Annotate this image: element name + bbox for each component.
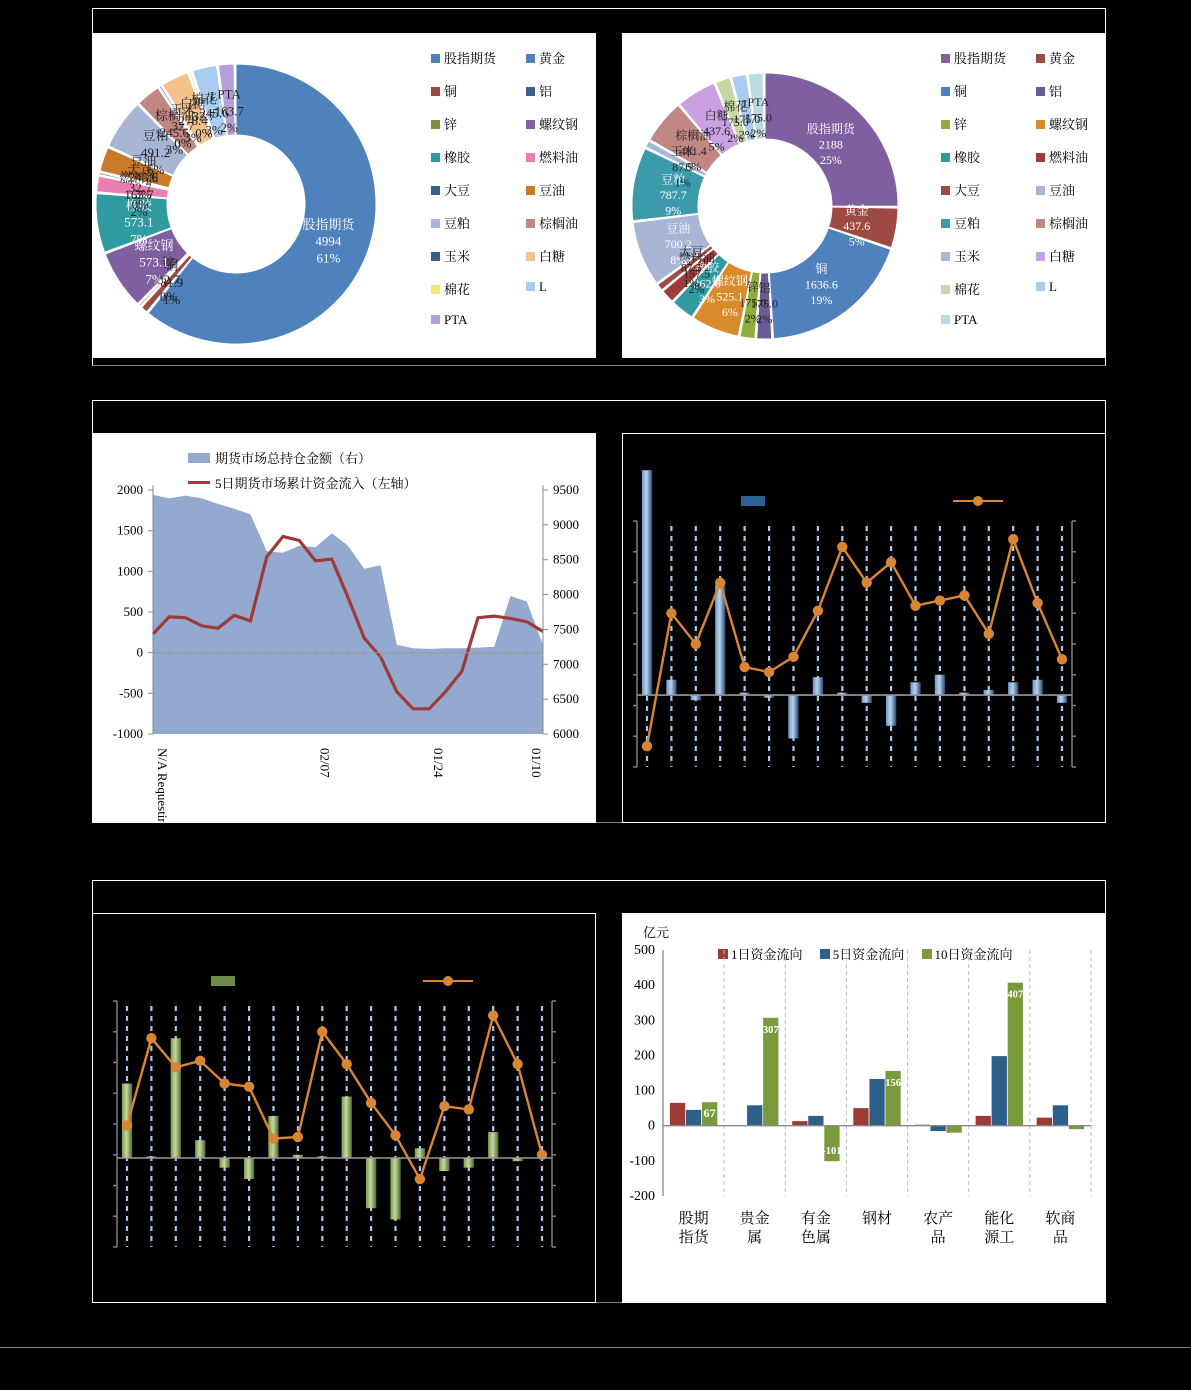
svg-text:1500: 1500 [117, 523, 143, 538]
svg-text:500: 500 [634, 943, 655, 958]
svg-text:8000: 8000 [553, 587, 579, 602]
svg-text:175.0: 175.0 [745, 111, 772, 125]
svg-text:-200: -200 [629, 1189, 655, 1204]
svg-text:7000: 7000 [553, 656, 579, 671]
svg-text:787.7: 787.7 [660, 188, 687, 202]
svg-text:N/A Requesting: N/A Requesting [155, 748, 170, 823]
svg-text:4994: 4994 [315, 234, 342, 249]
svg-text:7%: 7% [145, 272, 163, 287]
svg-text:1%: 1% [675, 176, 691, 190]
svg-text:700.2: 700.2 [665, 237, 692, 251]
svg-text:2188: 2188 [819, 138, 843, 152]
svg-text:5%: 5% [849, 235, 865, 249]
svg-text:9%: 9% [665, 204, 681, 218]
svg-text:-1000: -1000 [113, 726, 143, 741]
svg-text:2000: 2000 [117, 482, 143, 497]
svg-text:7500: 7500 [553, 621, 579, 636]
svg-text:500: 500 [124, 604, 144, 619]
svg-text:01/10: 01/10 [529, 748, 544, 778]
svg-text:2%: 2% [750, 126, 766, 140]
svg-text:67: 67 [704, 1106, 716, 1120]
svg-text:481.4: 481.4 [680, 144, 707, 158]
svg-text:8500: 8500 [553, 552, 579, 567]
svg-text:437.6: 437.6 [843, 219, 870, 233]
svg-text:股指期货: 股指期货 [807, 121, 856, 136]
svg-text:-100: -100 [629, 1154, 655, 1169]
svg-text:2%: 2% [221, 120, 239, 135]
svg-text:5%: 5% [709, 140, 725, 154]
svg-text:PTA: PTA [217, 86, 241, 101]
svg-text:8%: 8% [670, 253, 686, 267]
svg-text:-101: -101 [822, 1146, 841, 1157]
svg-text:19%: 19% [810, 293, 832, 307]
svg-text:307: 307 [763, 1025, 779, 1036]
svg-text:200: 200 [634, 1048, 655, 1063]
svg-text:02/07: 02/07 [318, 748, 333, 778]
svg-text:400: 400 [634, 978, 655, 993]
svg-text:1636.6: 1636.6 [805, 277, 838, 291]
svg-text:25%: 25% [820, 153, 842, 167]
svg-text:9000: 9000 [553, 517, 579, 532]
svg-text:61%: 61% [316, 251, 340, 266]
svg-text:2%: 2% [745, 311, 761, 325]
svg-text:9500: 9500 [553, 482, 579, 497]
svg-text:6000: 6000 [553, 726, 579, 741]
svg-text:股指期货: 股指期货 [302, 217, 355, 232]
svg-text:01/24: 01/24 [431, 748, 446, 778]
svg-text:407: 407 [1007, 990, 1023, 1001]
svg-text:PTA: PTA [748, 95, 770, 109]
svg-text:6%: 6% [722, 305, 738, 319]
svg-text:黄金: 黄金 [845, 202, 869, 217]
svg-text:156: 156 [885, 1078, 901, 1089]
svg-text:1%: 1% [683, 276, 699, 290]
svg-text:0: 0 [648, 1119, 655, 1134]
svg-text:锌: 锌 [747, 279, 759, 294]
svg-text:163.7: 163.7 [215, 103, 245, 118]
svg-text:-20: -20 [946, 1115, 962, 1129]
svg-text:525.1: 525.1 [716, 290, 743, 304]
svg-text:1000: 1000 [117, 563, 143, 578]
svg-text:0: 0 [137, 645, 144, 660]
svg-text:6%: 6% [685, 160, 701, 174]
svg-text:0%: 0% [160, 289, 178, 304]
svg-text:豆油: 豆油 [666, 221, 690, 236]
svg-text:铝: 铝 [758, 281, 770, 295]
svg-text:7%: 7% [130, 232, 148, 247]
svg-text:573.1: 573.1 [139, 255, 168, 270]
svg-text:6%: 6% [147, 162, 165, 177]
svg-text:300: 300 [634, 1013, 655, 1028]
svg-text:3%: 3% [135, 187, 153, 202]
svg-text:6500: 6500 [553, 691, 579, 706]
svg-text:铜: 铜 [815, 261, 827, 276]
svg-text:-500: -500 [119, 685, 143, 700]
svg-text:100: 100 [634, 1084, 655, 1099]
